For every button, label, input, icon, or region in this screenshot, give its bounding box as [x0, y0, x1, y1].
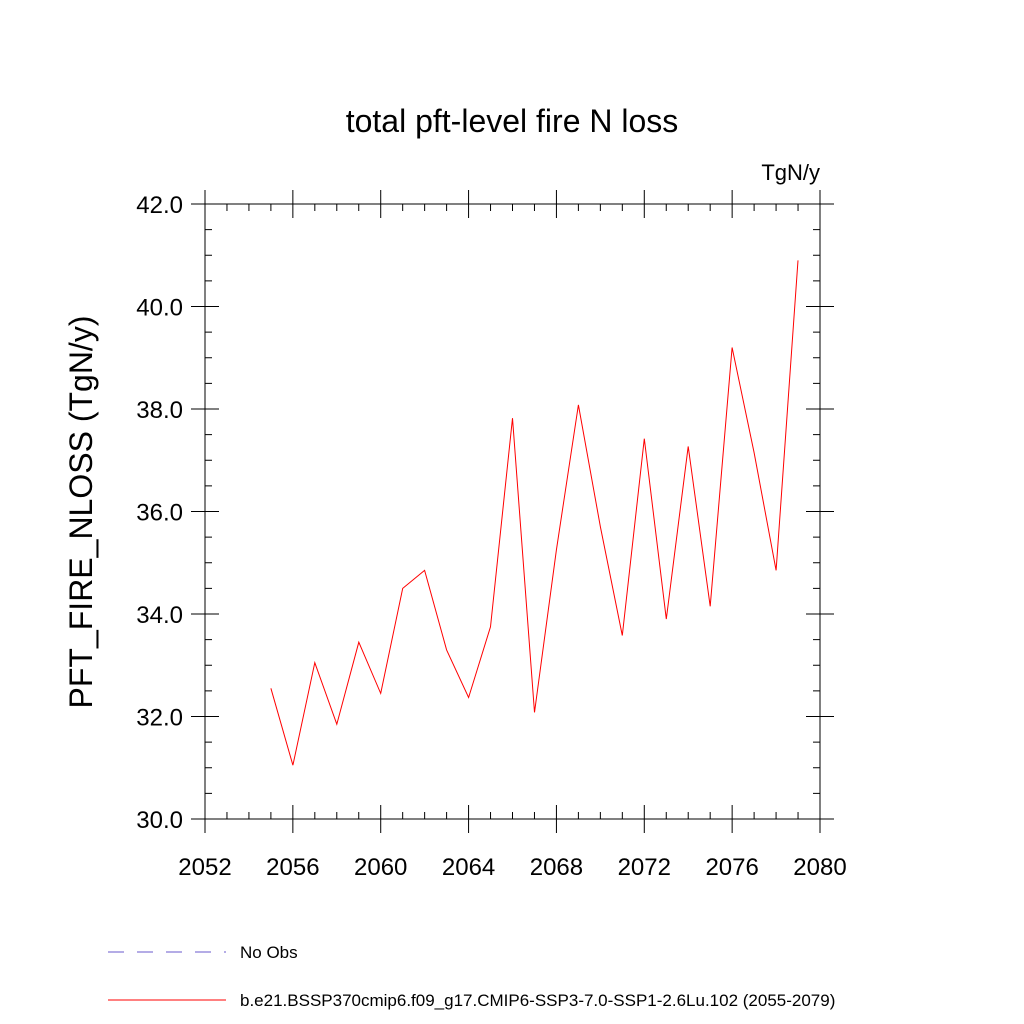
legend-label: b.e21.BSSP370cmip6.f09_g17.CMIP6-SSP3-7.…: [240, 991, 835, 1010]
x-tick-label: 2080: [793, 854, 846, 881]
tick-labels: 2052 2056 2060 2064 2068 2072 2076 2080 30.0 32.0…: [136, 192, 846, 881]
chart-title: total pft-level fire N loss: [346, 103, 679, 139]
y-tick-label: 36.0: [136, 500, 183, 527]
y-tick-label: 40.0: [136, 295, 183, 322]
x-tick-label: 2052: [178, 854, 231, 881]
y-tick-label: 42.0: [136, 192, 183, 219]
x-tick-label: 2068: [530, 854, 583, 881]
y-tick-label: 34.0: [136, 602, 183, 629]
y-tick-label: 30.0: [136, 807, 183, 834]
y-axis-label: PFT_FIRE_NLOSS (TgN/y): [63, 316, 99, 709]
x-tick-label: 2060: [354, 854, 407, 881]
plot-frame: [204, 203, 821, 820]
legend-label: No Obs: [240, 943, 298, 962]
x-tick-label: 2064: [442, 854, 495, 881]
series-layer: [270, 260, 799, 766]
axis-ticks: [191, 190, 834, 833]
legend: No Obs b.e21.BSSP370cmip6.f09_g17.CMIP6-S…: [108, 943, 835, 1010]
x-tick-label: 2076: [705, 854, 758, 881]
x-tick-label: 2056: [266, 854, 319, 881]
series-line: [270, 260, 799, 766]
y-tick-label: 38.0: [136, 397, 183, 424]
units-label: TgN/y: [761, 160, 820, 185]
y-tick-label: 32.0: [136, 705, 183, 732]
x-tick-label: 2072: [618, 854, 671, 881]
